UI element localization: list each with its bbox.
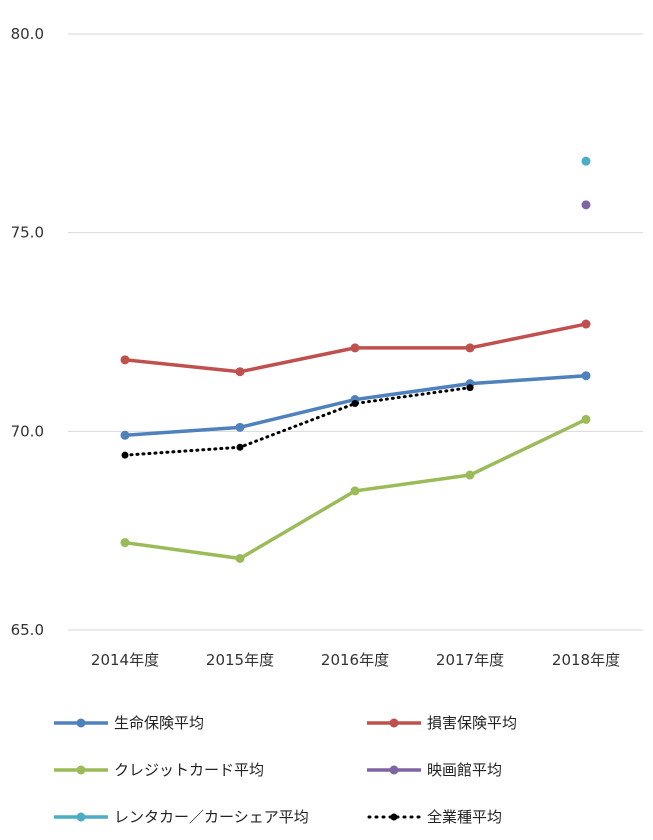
- legend-item: 全業種平均: [367, 808, 502, 826]
- legend-label: 全業種平均: [427, 808, 502, 826]
- gridlines: [68, 33, 643, 631]
- data-point: [466, 384, 474, 392]
- data-point: [581, 371, 591, 381]
- legend-label: クレジットカード平均: [114, 761, 264, 779]
- legend-marker: [76, 718, 86, 728]
- data-point: [465, 470, 475, 480]
- data-point: [581, 414, 591, 424]
- data-point: [581, 156, 591, 166]
- legend-item: 損害保険平均: [367, 714, 517, 732]
- data-point: [120, 538, 130, 548]
- series-クレジットカード平均: [120, 414, 591, 563]
- legend-item: 映画館平均: [367, 761, 502, 779]
- series-レンタカー／カーシェア平均: [581, 156, 591, 166]
- series-損害保険平均: [120, 319, 591, 377]
- data-point: [120, 355, 130, 365]
- data-point: [120, 430, 130, 440]
- legend-item: レンタカー／カーシェア平均: [54, 808, 309, 826]
- legend-marker: [389, 718, 399, 728]
- x-tick-label: 2018年度: [552, 651, 620, 669]
- legend-label: 映画館平均: [427, 761, 502, 779]
- data-point: [581, 200, 591, 210]
- data-point: [121, 451, 129, 459]
- y-tick-label: 75.0: [11, 224, 44, 242]
- series-全業種平均: [121, 384, 474, 459]
- data-point: [350, 343, 360, 353]
- data-point: [235, 422, 245, 432]
- series-lines: [120, 156, 591, 563]
- legend-label: 損害保険平均: [427, 714, 517, 732]
- series-line: [123, 386, 472, 457]
- data-point: [465, 343, 475, 353]
- legend-item: クレジットカード平均: [54, 761, 264, 779]
- legend-marker: [76, 765, 86, 775]
- legend-marker: [389, 765, 399, 775]
- y-tick-label: 80.0: [11, 25, 44, 43]
- legend-label: 生命保険平均: [114, 714, 204, 732]
- data-point: [351, 400, 359, 408]
- y-axis-tick-labels: 80.0 75.0 70.0 65.0: [11, 25, 44, 639]
- y-tick-label: 70.0: [11, 422, 44, 440]
- series-映画館平均: [581, 200, 591, 210]
- x-tick-label: 2016年度: [321, 651, 389, 669]
- data-point: [236, 443, 244, 451]
- data-point: [581, 319, 591, 329]
- data-point: [235, 367, 245, 377]
- x-tick-label: 2014年度: [91, 651, 159, 669]
- x-axis-tick-labels: 2014年度 2015年度 2016年度 2017年度 2018年度: [91, 651, 620, 669]
- legend-label: レンタカー／カーシェア平均: [114, 808, 309, 826]
- legend-item: 生命保険平均: [54, 714, 204, 732]
- x-tick-label: 2015年度: [206, 651, 274, 669]
- data-point: [350, 486, 360, 496]
- y-tick-label: 65.0: [11, 621, 44, 639]
- legend-marker: [390, 813, 398, 821]
- data-point: [235, 553, 245, 563]
- x-tick-label: 2017年度: [436, 651, 504, 669]
- legend-marker: [76, 812, 86, 822]
